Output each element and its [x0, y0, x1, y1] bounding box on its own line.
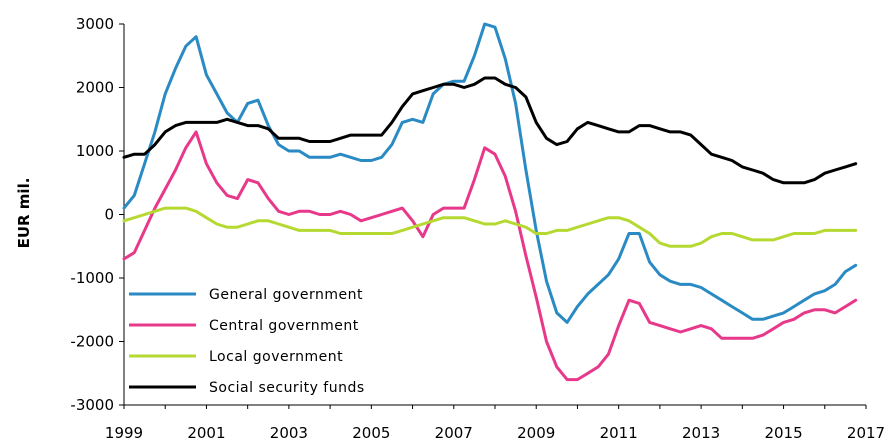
y-tick-label: 3000: [76, 15, 114, 33]
y-tick-label: -2000: [70, 333, 114, 351]
legend-box: [125, 280, 407, 402]
series-line-social-security-funds: [122, 76, 858, 185]
legend: General government Central government Loca…: [125, 280, 407, 402]
y-tick-label: -3000: [70, 396, 114, 414]
legend-label-general-government: General government: [209, 287, 363, 303]
series-layer: [122, 22, 858, 382]
y-tick-label: -1000: [70, 269, 114, 287]
series-line-central-government: [122, 130, 858, 382]
y-tick-label: 2000: [76, 79, 114, 97]
x-tick-label: 2013: [682, 424, 720, 442]
x-tick-label: 2011: [600, 424, 638, 442]
x-tick-label: 2017: [847, 424, 885, 442]
x-tick-label: 2009: [517, 424, 555, 442]
x-tick-label: 2003: [270, 424, 308, 442]
x-tick-label: 2015: [764, 424, 802, 442]
series-line-general-government: [122, 22, 858, 324]
y-tick-label: 1000: [76, 142, 114, 160]
x-tick-label: 2007: [435, 424, 473, 442]
x-tick-label: 1999: [105, 424, 143, 442]
legend-label-local-government: Local government: [209, 349, 343, 365]
axes: 3000 2000 1000 0 -1000 -2000 -3000 1999 2001 2003…: [70, 15, 885, 442]
legend-label-central-government: Central government: [209, 318, 359, 334]
x-tick-label: 2005: [352, 424, 390, 442]
y-tick-label: 0: [104, 206, 114, 224]
y-axis-label: EUR mil.: [15, 178, 33, 249]
series-line-local-government: [122, 206, 858, 248]
legend-label-social-security-funds: Social security funds: [209, 380, 365, 396]
x-tick-label: 2001: [187, 424, 225, 442]
